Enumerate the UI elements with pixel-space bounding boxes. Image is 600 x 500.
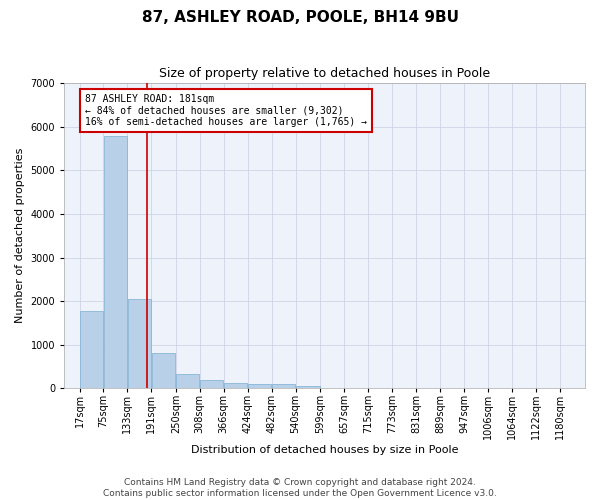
Text: Contains HM Land Registry data © Crown copyright and database right 2024.
Contai: Contains HM Land Registry data © Crown c…: [103, 478, 497, 498]
Bar: [248, 384, 271, 388]
Bar: [104, 136, 127, 388]
Bar: [128, 298, 151, 388]
Text: 87 ASHLEY ROAD: 181sqm
← 84% of detached houses are smaller (9,302)
16% of semi-: 87 ASHLEY ROAD: 181sqm ← 84% of detached…: [85, 94, 367, 127]
Bar: [152, 354, 175, 388]
Bar: [272, 384, 295, 388]
Text: 87, ASHLEY ROAD, POOLE, BH14 9BU: 87, ASHLEY ROAD, POOLE, BH14 9BU: [142, 10, 458, 25]
Bar: [80, 310, 103, 388]
Bar: [176, 374, 199, 388]
Bar: [296, 386, 320, 388]
Bar: [200, 380, 223, 388]
X-axis label: Distribution of detached houses by size in Poole: Distribution of detached houses by size …: [191, 445, 458, 455]
Bar: [224, 382, 247, 388]
Title: Size of property relative to detached houses in Poole: Size of property relative to detached ho…: [159, 68, 490, 80]
Y-axis label: Number of detached properties: Number of detached properties: [15, 148, 25, 324]
